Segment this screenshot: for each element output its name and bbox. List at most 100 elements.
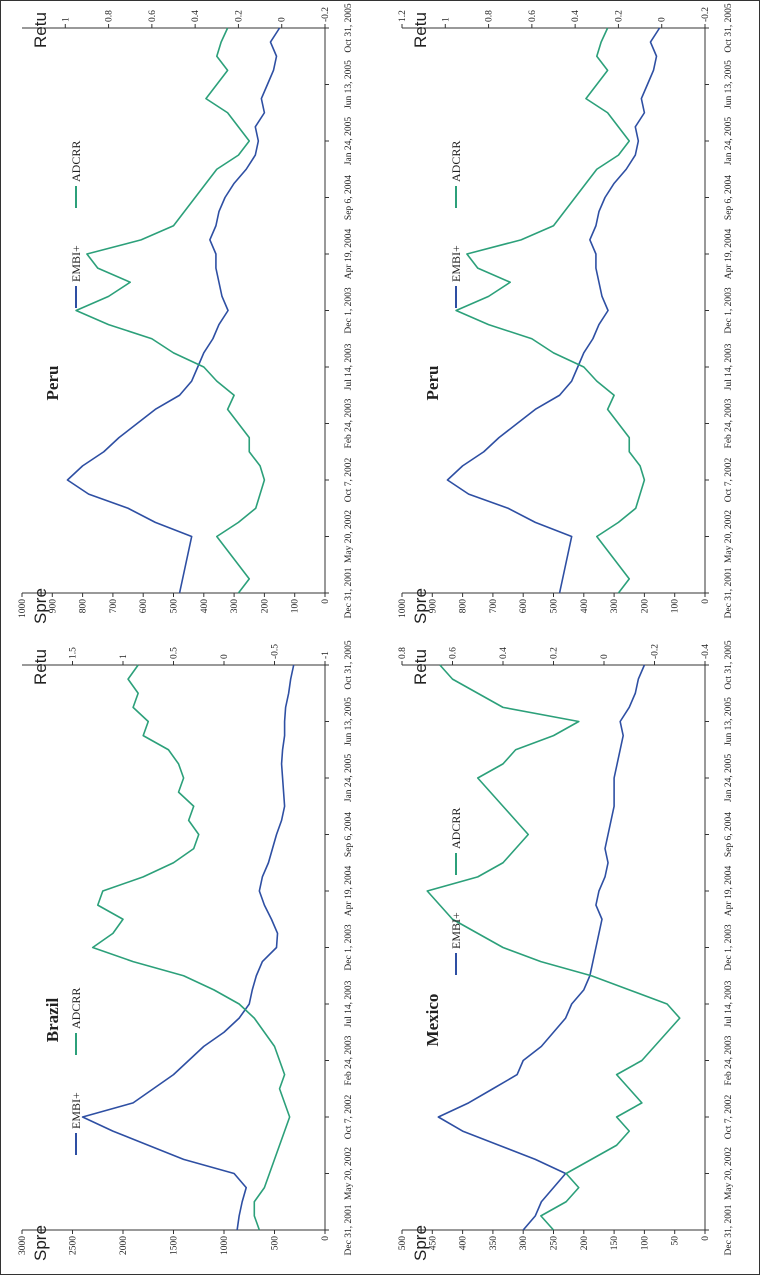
chart-title: Mexico — [423, 994, 442, 1047]
y2-axis-label: Retu — [411, 649, 430, 685]
series-line — [75, 27, 266, 594]
legend-label: EMBI+ — [449, 245, 463, 282]
y2-tick-label: -0.2 — [701, 7, 711, 22]
y2-tick-label: 1 — [441, 17, 451, 22]
x-tick-label: May 20, 2002 — [344, 1147, 354, 1200]
y-tick-label: 100 — [640, 1236, 650, 1251]
x-tick-label: Apr 19, 2004 — [344, 866, 354, 917]
x-tick-label: Jan 24, 2005 — [344, 117, 354, 166]
x-tick-label: Dec 1, 2003 — [724, 287, 734, 333]
x-tick-label: Jul 14, 2003 — [344, 980, 354, 1027]
series-line — [446, 27, 661, 594]
chart-title: Brazil — [43, 998, 62, 1043]
y2-tick-label: 0.5 — [170, 647, 180, 659]
y-tick-label: 100 — [671, 599, 681, 614]
x-tick-label: Apr 19, 2004 — [724, 229, 734, 280]
x-tick-label: May 20, 2002 — [724, 510, 734, 563]
y2-tick-label: 0.6 — [449, 647, 459, 659]
y2-axis-label: Retu — [31, 649, 50, 685]
y2-tick-label: 0 — [600, 654, 610, 659]
y-tick-label: 0 — [701, 599, 711, 604]
x-tick-label: Oct 7, 2002 — [344, 457, 354, 502]
x-tick-label: Oct 7, 2002 — [344, 1094, 354, 1139]
y-tick-label: 200 — [260, 599, 270, 614]
y2-tick-label: 0 — [658, 17, 668, 22]
y2-tick-label: 0.4 — [499, 647, 509, 659]
legend-label: ADCRR — [69, 141, 83, 182]
y-tick-label: 450 — [428, 1236, 438, 1251]
legend-label: EMBI+ — [449, 912, 463, 949]
x-tick-label: Oct 7, 2002 — [724, 457, 734, 502]
y2-tick-label: -0.5 — [271, 644, 281, 659]
chart-title: Peru — [43, 366, 62, 401]
y2-tick-label: -0.2 — [651, 644, 661, 659]
y-tick-label: 200 — [640, 599, 650, 614]
x-tick-label: Feb 24, 2003 — [344, 398, 354, 448]
x-tick-label: Jul 14, 2003 — [724, 343, 734, 390]
y-tick-label: 200 — [580, 1236, 590, 1251]
x-tick-label: Sep 6, 2004 — [344, 812, 354, 857]
y-tick-label: 400 — [459, 1236, 469, 1251]
y2-tick-label: 0 — [278, 17, 288, 22]
x-tick-label: Oct 31, 2005 — [724, 640, 734, 690]
series-line — [91, 664, 291, 1231]
x-tick-label: Feb 24, 2003 — [724, 398, 734, 448]
y-tick-label: 500 — [398, 1236, 408, 1251]
y-tick-label: 400 — [580, 599, 590, 614]
y-tick-label: 50 — [671, 1236, 681, 1246]
y-tick-label: 800 — [79, 599, 89, 614]
y2-tick-label: 0.4 — [191, 10, 201, 22]
x-tick-label: Jun 13, 2005 — [724, 697, 734, 746]
x-tick-label: Jul 14, 2003 — [344, 343, 354, 390]
y2-tick-label: 0.8 — [485, 10, 495, 22]
y-tick-label: 800 — [459, 599, 469, 614]
y2-tick-label: -0.4 — [701, 644, 711, 659]
y-tick-label: 500 — [550, 599, 560, 614]
y-tick-label: 1000 — [18, 599, 28, 618]
y-axis-label: Spre — [411, 588, 430, 624]
y-tick-label: 300 — [230, 599, 240, 614]
x-tick-label: Jun 13, 2005 — [344, 697, 354, 746]
series-line — [426, 664, 681, 1231]
x-tick-label: Sep 6, 2004 — [724, 812, 734, 857]
x-tick-label: Apr 19, 2004 — [724, 866, 734, 917]
y2-axis-label: Retu — [31, 12, 50, 48]
x-tick-label: Dec 1, 2003 — [724, 924, 734, 970]
x-tick-label: Dec 31, 2001 — [344, 567, 354, 618]
y2-tick-label: 1.5 — [69, 647, 79, 659]
panel: 0 100 200 300 400 500 600 700 800 900 1000 -0.2 0 0.2… — [398, 3, 734, 624]
y2-tick-label: 0.8 — [105, 10, 115, 22]
y-tick-label: 100 — [291, 599, 301, 614]
y-tick-label: 500 — [170, 599, 180, 614]
y2-tick-label: 1.2 — [398, 10, 408, 22]
legend-label: EMBI+ — [69, 1092, 83, 1129]
y2-tick-label: 0.2 — [614, 10, 624, 22]
y2-tick-label: 0.2 — [234, 10, 244, 22]
x-tick-label: Jan 24, 2005 — [724, 117, 734, 166]
series-line — [455, 27, 646, 594]
x-tick-label: Sep 6, 2004 — [724, 175, 734, 220]
x-tick-label: Feb 24, 2003 — [724, 1035, 734, 1085]
y-tick-label: 0 — [321, 1236, 331, 1241]
y-tick-label: 700 — [109, 599, 119, 614]
x-tick-label: Oct 31, 2005 — [344, 3, 354, 53]
y-tick-label: 150 — [610, 1236, 620, 1251]
y-tick-label: 1000 — [220, 1236, 230, 1255]
x-tick-label: Oct 31, 2005 — [344, 640, 354, 690]
series-line — [81, 664, 295, 1231]
x-tick-label: Feb 24, 2003 — [344, 1035, 354, 1085]
rotated-figure: 050010001500200025003000-1-0.500.511.5De… — [18, 3, 734, 1261]
panel: 0 500 1000 1500 2000 2500 3000 -1 -0.5 0 0.5 1 1.5 De… — [18, 640, 354, 1261]
y-tick-label: 600 — [139, 599, 149, 614]
y-tick-label: 250 — [550, 1236, 560, 1251]
y2-tick-label: 0.8 — [398, 647, 408, 659]
y-tick-label: 2000 — [119, 1236, 129, 1255]
y-tick-label: 3000 — [18, 1236, 28, 1255]
x-tick-label: Dec 1, 2003 — [344, 924, 354, 970]
y-tick-label: 600 — [519, 599, 529, 614]
x-tick-label: Jan 24, 2005 — [724, 754, 734, 803]
x-tick-label: May 20, 2002 — [344, 510, 354, 563]
x-tick-label: Oct 31, 2005 — [724, 3, 734, 53]
y-tick-label: 700 — [489, 599, 499, 614]
